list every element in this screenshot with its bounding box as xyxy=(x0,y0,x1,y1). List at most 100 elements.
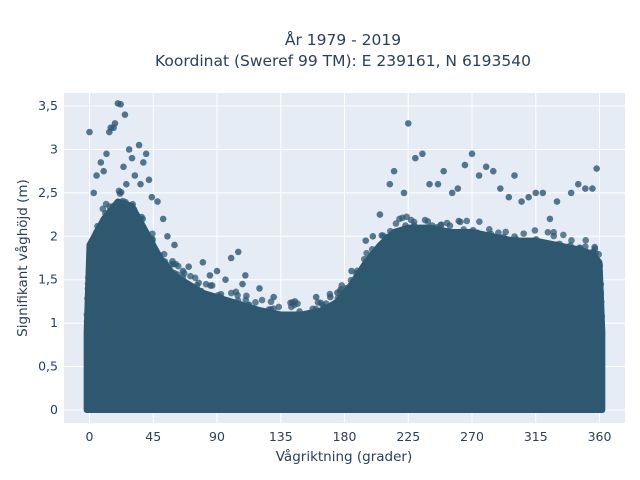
data-point xyxy=(434,180,442,188)
data-point xyxy=(566,245,573,253)
x-tick-label: 0 xyxy=(86,429,94,444)
y-tick-label: 1,5 xyxy=(38,272,58,287)
data-point xyxy=(227,254,235,262)
data-point xyxy=(482,163,490,171)
data-point xyxy=(589,185,596,192)
data-point xyxy=(348,267,355,275)
data-point xyxy=(593,165,600,172)
data-point xyxy=(531,227,539,234)
data-point xyxy=(216,297,223,305)
data-point xyxy=(379,232,387,239)
data-point xyxy=(463,217,471,225)
data-point xyxy=(270,293,277,301)
x-tick-label: 135 xyxy=(269,429,293,444)
data-point xyxy=(138,213,145,221)
data-point xyxy=(185,263,192,270)
data-point xyxy=(142,150,150,158)
data-point xyxy=(224,298,232,306)
data-point xyxy=(368,245,376,253)
data-point xyxy=(148,193,156,201)
data-point xyxy=(550,232,558,240)
data-point xyxy=(213,267,221,275)
x-tick-label: 315 xyxy=(524,429,548,444)
data-point xyxy=(556,240,563,248)
data-point xyxy=(390,167,398,175)
data-point xyxy=(449,229,456,237)
data-point xyxy=(539,189,547,197)
data-point xyxy=(199,259,207,266)
data-point xyxy=(497,185,504,192)
data-point xyxy=(560,231,567,239)
data-point xyxy=(362,237,370,244)
x-axis-ticks: 0 45 90 135 180 225 270 315 360 xyxy=(86,429,612,444)
data-point xyxy=(476,218,483,225)
data-point xyxy=(505,193,513,201)
y-tick-label: 0,5 xyxy=(38,359,58,374)
data-point xyxy=(161,258,169,265)
data-point xyxy=(448,189,456,197)
data-point xyxy=(153,249,160,257)
data-point xyxy=(392,220,400,227)
x-tick-label: 225 xyxy=(396,429,420,444)
data-point xyxy=(129,200,136,208)
data-point xyxy=(426,180,433,188)
data-point xyxy=(130,206,138,213)
data-point xyxy=(469,226,477,234)
data-point xyxy=(84,295,91,302)
y-tick-label: 3,5 xyxy=(38,98,58,113)
data-point xyxy=(456,230,464,238)
data-point xyxy=(117,100,124,108)
data-points xyxy=(83,100,606,413)
data-point xyxy=(102,200,110,208)
data-point xyxy=(553,198,561,205)
data-point xyxy=(400,189,408,197)
data-point xyxy=(443,219,451,227)
data-point xyxy=(125,146,133,153)
data-point xyxy=(511,172,518,179)
data-point xyxy=(312,293,320,301)
data-point xyxy=(412,154,419,162)
y-tick-label: 1 xyxy=(50,315,58,330)
data-point xyxy=(513,236,520,243)
data-point xyxy=(468,150,476,158)
data-point xyxy=(140,159,147,166)
y-axis-label: Signifikant våghöjd (m) xyxy=(14,179,31,337)
data-point xyxy=(367,255,375,262)
chart-title-line2: Koordinat (Sweref 99 TM): E 239161, N 61… xyxy=(155,52,531,70)
data-point xyxy=(167,261,175,268)
y-tick-label: 2 xyxy=(50,228,58,243)
data-point xyxy=(440,167,447,175)
data-point xyxy=(495,229,502,236)
data-point xyxy=(489,167,497,175)
data-point xyxy=(83,311,91,319)
data-point xyxy=(544,228,552,236)
data-point xyxy=(146,235,154,242)
data-point xyxy=(334,289,341,297)
data-point xyxy=(135,141,143,149)
data-point xyxy=(242,296,250,304)
data-point xyxy=(252,299,259,306)
data-point xyxy=(574,180,582,188)
y-axis-ticks: 0 0,5 1 1,5 2 2,5 3 3,5 xyxy=(38,98,58,417)
data-point xyxy=(109,203,117,210)
data-point xyxy=(598,312,606,320)
data-point xyxy=(84,280,92,288)
data-point xyxy=(239,280,246,288)
data-point xyxy=(591,245,599,252)
data-point xyxy=(83,318,91,325)
data-point xyxy=(222,276,229,284)
data-point xyxy=(536,241,543,249)
data-point xyxy=(353,267,361,275)
data-point xyxy=(149,230,156,238)
chart-title-line1: År 1979 - 2019 xyxy=(285,30,401,49)
data-point xyxy=(270,305,277,312)
data-point xyxy=(206,272,214,279)
data-point xyxy=(88,239,96,247)
data-point xyxy=(159,215,167,223)
data-point xyxy=(258,296,266,304)
data-point xyxy=(399,214,406,222)
data-point xyxy=(386,227,394,235)
data-point xyxy=(329,301,337,309)
data-point xyxy=(369,232,377,240)
data-point xyxy=(317,299,325,307)
